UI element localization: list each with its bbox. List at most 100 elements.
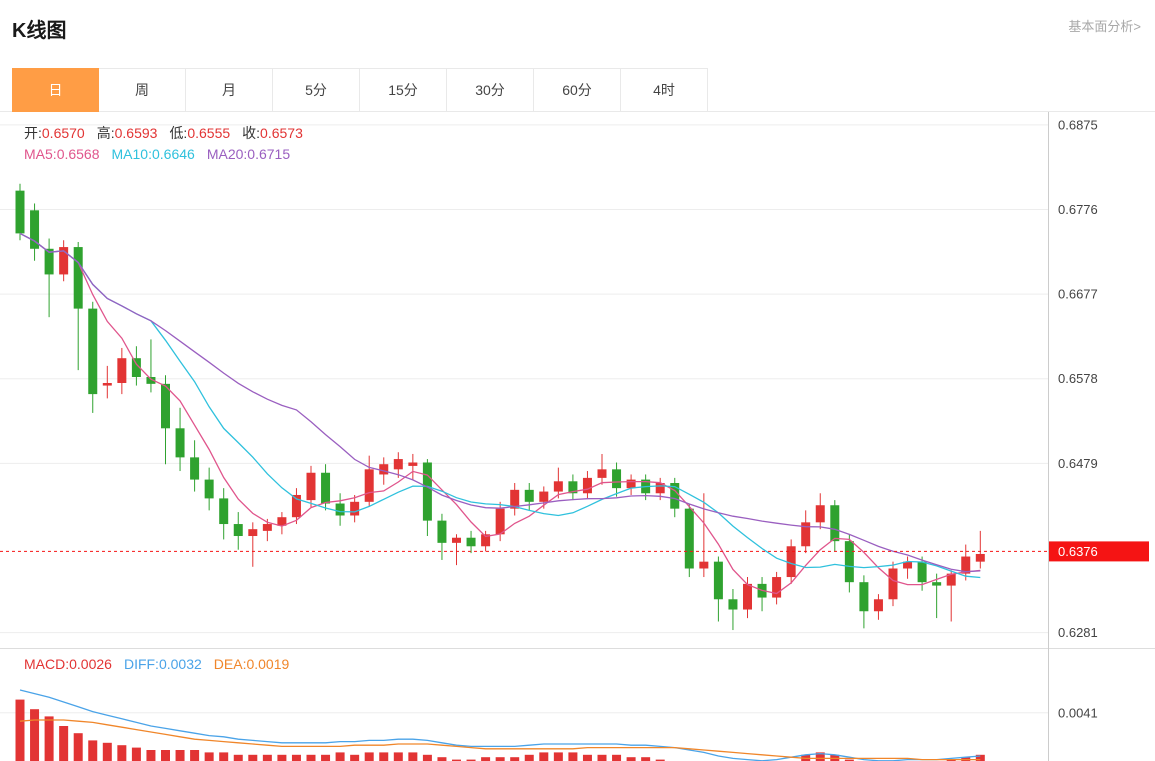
macd-hist-bar	[161, 750, 170, 761]
candle-body	[44, 248, 54, 275]
candle-body	[73, 247, 83, 309]
candle-body	[932, 582, 942, 586]
timeframe-tab-8[interactable]: 4时	[621, 68, 708, 112]
macd-hist-bar	[277, 754, 287, 761]
candle-body	[612, 469, 622, 489]
y-axis-tick-label: 0.6281	[1058, 625, 1098, 640]
candle-body	[859, 582, 869, 612]
candle-body	[568, 481, 578, 494]
candle-body	[277, 517, 287, 526]
candle-body	[88, 308, 98, 395]
macd-hist-bar	[30, 709, 40, 761]
candle-body	[582, 477, 592, 494]
dea-line	[19, 719, 981, 761]
candle-body	[946, 573, 956, 586]
macd-hist-bar	[612, 754, 622, 761]
timeframe-tab-1[interactable]: 日	[12, 68, 99, 112]
candle-body	[437, 520, 447, 543]
timeframe-tab-4[interactable]: 5分	[273, 68, 360, 112]
candle-body	[190, 457, 200, 480]
macd-hist-bar	[175, 750, 185, 761]
ma10-line	[19, 232, 981, 579]
timeframe-tab-3[interactable]: 月	[186, 68, 273, 112]
candle-body	[102, 382, 112, 386]
macd-hist-bar	[568, 752, 578, 761]
candle-body	[422, 462, 432, 521]
macd-hist-bar	[350, 754, 360, 761]
macd-hist-bar	[146, 750, 156, 761]
macd-hist-bar	[408, 752, 418, 761]
macd-hist-bar	[422, 754, 432, 761]
macd-hist-bar	[626, 757, 636, 761]
candle-body	[786, 546, 796, 578]
macd-hist-bar	[88, 740, 98, 761]
macd-hist-bar	[975, 754, 985, 761]
macd-axis-tick-label: 0.0041	[1058, 705, 1098, 720]
legend-item: DIFF:0.0032	[123, 656, 202, 672]
candle-body	[408, 462, 418, 466]
legend-item: MA5:0.6568	[24, 146, 100, 162]
legend-item: DEA:0.0019	[213, 656, 290, 672]
candle-body	[539, 491, 549, 502]
candle-body	[524, 489, 534, 502]
macd-hist-bar	[641, 757, 651, 761]
candle-body	[175, 428, 185, 458]
candle-body	[830, 505, 840, 542]
candle-body	[975, 553, 985, 562]
fundamental-analysis-link[interactable]: 基本面分析>	[1068, 19, 1141, 34]
candle-body	[670, 483, 680, 509]
legend-item: MA10:0.6646	[111, 146, 195, 162]
candle-body	[59, 247, 69, 275]
candle-body	[117, 358, 127, 383]
candle-body	[291, 494, 301, 518]
timeframe-tab-6[interactable]: 30分	[447, 68, 534, 112]
diff-line	[19, 689, 981, 761]
candle-body	[481, 534, 491, 547]
macd-hist-bar	[582, 754, 592, 761]
candle-body	[204, 479, 214, 499]
candle-body	[597, 469, 607, 478]
candle-body	[335, 503, 345, 516]
macd-hist-bar	[335, 752, 345, 761]
macd-hist-bar	[379, 752, 389, 761]
timeframe-tab-5[interactable]: 15分	[360, 68, 447, 112]
macd-hist-bar	[102, 742, 112, 761]
candle-body	[903, 561, 913, 569]
kline-chart-canvas[interactable]: 0.6875 0.6776 0.6677 0.6578 0.6479 0.6281 0.00…	[0, 112, 1155, 761]
candle-body	[626, 479, 636, 489]
ma5-line	[19, 232, 981, 595]
candle-body	[15, 190, 25, 234]
timeframe-tab-7[interactable]: 60分	[534, 68, 621, 112]
legend-item: 收:0.6573	[242, 125, 303, 141]
macd-hist-bar	[73, 733, 83, 761]
candle-body	[466, 537, 476, 547]
legend-item: 高:0.6593	[96, 125, 158, 141]
macd-hist-bar	[946, 759, 956, 761]
macd-hist-bar	[131, 747, 141, 761]
timeframe-tab-2[interactable]: 周	[99, 68, 186, 112]
candle-body	[713, 561, 723, 600]
y-axis-tick-label: 0.6875	[1058, 117, 1098, 132]
candle-body	[219, 498, 229, 525]
macd-hist-bar	[466, 759, 476, 761]
macd-hist-bar	[306, 754, 316, 761]
y-axis-tick-label: 0.6479	[1058, 456, 1098, 471]
candle-body	[961, 556, 971, 574]
candle-body	[699, 561, 709, 569]
macd-hist-bar	[495, 757, 505, 761]
candle-body	[495, 508, 505, 535]
page-title: K线图	[12, 20, 67, 42]
candle-body	[684, 508, 694, 569]
current-price-label: 0.6376	[1058, 544, 1098, 559]
candle-body	[393, 459, 403, 470]
candle-body	[743, 583, 752, 610]
candle-body	[248, 529, 258, 537]
page-header: K线图 基本面分析>	[0, 0, 1155, 68]
macd-hist-bar	[815, 752, 825, 761]
candle-body	[30, 210, 40, 249]
macd-hist-bar	[321, 754, 331, 761]
candle-body	[888, 568, 898, 600]
chart-area: 0.6875 0.6776 0.6677 0.6578 0.6479 0.6281 0.00…	[0, 112, 1155, 761]
candle-body	[728, 599, 738, 610]
candle-body	[452, 537, 461, 543]
